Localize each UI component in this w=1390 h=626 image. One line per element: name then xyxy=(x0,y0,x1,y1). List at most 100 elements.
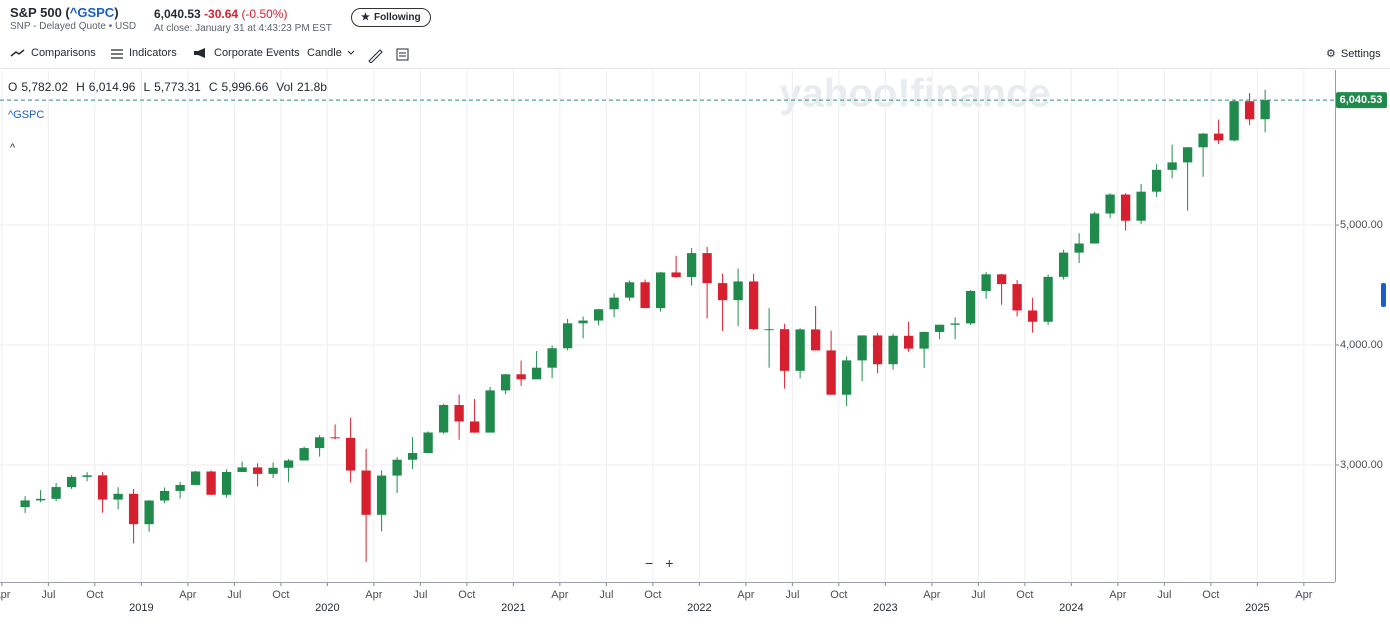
quote-title: S&P 500 (^GSPC) xyxy=(10,5,119,20)
label: Corporate Events xyxy=(214,47,300,59)
legend[interactable]: ^GSPC xyxy=(8,109,45,121)
candle-body xyxy=(640,282,650,309)
candle-body xyxy=(531,367,542,380)
x-tick-label: Oct xyxy=(86,589,103,601)
candle-body xyxy=(1244,101,1255,120)
readout-key: Vol xyxy=(276,80,293,94)
draw-button[interactable] xyxy=(367,47,383,63)
x-tick-label: Oct xyxy=(1016,589,1033,601)
candle-body xyxy=(113,493,123,500)
events-button[interactable]: Corporate Events xyxy=(193,47,300,59)
candle-body xyxy=(733,281,743,301)
x-tick-label: Oct xyxy=(272,589,289,601)
candle-body xyxy=(206,471,216,495)
candle-body xyxy=(423,432,433,454)
side-handle[interactable] xyxy=(1381,283,1386,307)
candle-body xyxy=(20,500,30,508)
candle-body xyxy=(175,484,185,491)
candle-body xyxy=(97,475,108,500)
candle-body xyxy=(66,476,77,488)
candle-body xyxy=(283,460,294,468)
follow-button[interactable]: ★ Following xyxy=(351,8,431,27)
x-tick-label: Apr xyxy=(1295,589,1312,601)
symbol[interactable]: ^GSPC xyxy=(69,5,115,20)
x-tick-label: Apr xyxy=(179,589,196,601)
candle-body xyxy=(485,390,495,433)
collapse-caret[interactable]: ^ xyxy=(10,142,16,154)
candle-body xyxy=(454,405,464,422)
candle-body xyxy=(609,297,619,310)
candle-body xyxy=(578,320,588,324)
candle-body xyxy=(237,467,247,472)
candle-body xyxy=(128,493,139,525)
candle-body xyxy=(764,329,774,331)
candle-body xyxy=(159,490,170,501)
chart-type-button[interactable]: Candle xyxy=(307,47,355,59)
candle-body xyxy=(1074,243,1084,253)
x-tick-label: Jul xyxy=(971,589,985,601)
candle-body xyxy=(376,475,387,515)
candle-body xyxy=(221,471,232,495)
x-tick-label: 2022 xyxy=(687,602,711,614)
readout-key: C xyxy=(208,80,218,94)
candle-body xyxy=(345,437,356,471)
candle-body xyxy=(903,335,914,349)
star-icon: ★ xyxy=(361,12,370,23)
candle-body xyxy=(981,274,991,292)
candle-body xyxy=(810,329,821,351)
candle-body xyxy=(469,421,480,433)
zoom-in[interactable]: + xyxy=(665,555,674,571)
comparisons-button[interactable]: Comparisons xyxy=(10,47,96,59)
save-button[interactable] xyxy=(396,47,410,61)
candle-body xyxy=(35,498,46,501)
candle-body xyxy=(51,487,61,499)
last-price-tag xyxy=(1336,92,1387,109)
x-tick-label: Apr xyxy=(737,589,754,601)
candle-body xyxy=(144,500,154,525)
candle-body xyxy=(547,348,557,368)
candle-body xyxy=(624,282,635,298)
last-price-label: 6,040.53 xyxy=(1340,94,1383,106)
candle-body xyxy=(1167,162,1177,170)
candle-body xyxy=(795,329,805,371)
candle-body xyxy=(392,459,402,476)
icon xyxy=(194,48,205,58)
x-tick-label: Oct xyxy=(830,589,847,601)
candle-body xyxy=(1058,252,1069,277)
candle-body xyxy=(82,475,92,477)
candle-body xyxy=(407,453,418,460)
icon xyxy=(10,49,25,57)
candle-body xyxy=(1213,133,1224,141)
last: 6,040.53 xyxy=(154,7,201,21)
indicators-button[interactable]: Indicators xyxy=(110,47,177,59)
zoom-controls: − + xyxy=(645,555,673,571)
candle-body xyxy=(686,253,697,277)
x-tick-label: 2019 xyxy=(129,602,153,614)
change: -30.64 xyxy=(204,7,239,21)
settings-button[interactable]: ⚙ Settings xyxy=(1326,47,1381,61)
x-tick-label: 2020 xyxy=(315,602,339,614)
candle-body xyxy=(717,283,728,301)
x-tick-label: Apr xyxy=(0,589,11,601)
follow-label: Following xyxy=(373,12,421,23)
candle-body xyxy=(330,437,340,439)
label: Indicators xyxy=(129,47,177,59)
candle-body xyxy=(190,471,201,485)
candle-body xyxy=(888,335,898,365)
name-end: ) xyxy=(114,5,119,20)
candle-body xyxy=(1012,284,1022,311)
icon xyxy=(368,49,383,63)
candle-body xyxy=(857,335,867,361)
candle-body xyxy=(748,281,759,330)
candle-body xyxy=(361,470,371,515)
candle-body xyxy=(314,437,325,449)
zoom-out[interactable]: − xyxy=(645,555,654,571)
price: 6,040.53 -30.64 (-0.50%) xyxy=(154,7,287,21)
candle-body xyxy=(1182,147,1193,163)
candle-body xyxy=(268,467,278,474)
change-pct: (-0.50%) xyxy=(241,7,288,21)
ohlc-readout: O 5,782.02 H 6,014.96 L 5,773.31 C 5,996.66 Vol 2… xyxy=(8,80,331,94)
readout-key: L xyxy=(143,80,151,94)
